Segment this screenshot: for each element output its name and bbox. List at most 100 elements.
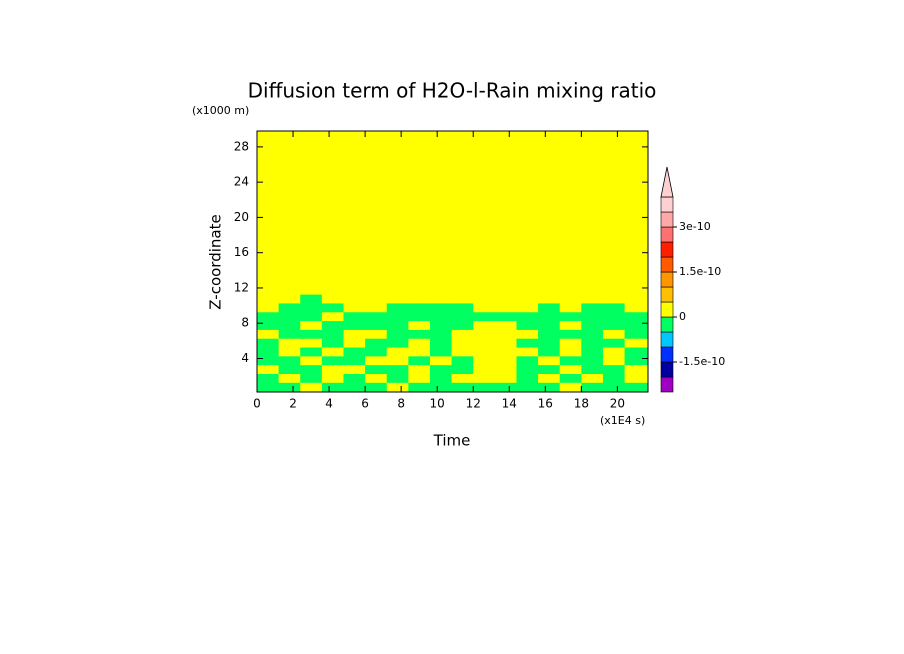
- contour-cell: [429, 155, 453, 196]
- contour-cell: [257, 195, 280, 240]
- contour-cell: [516, 131, 539, 157]
- contour-cell: [473, 239, 496, 277]
- contour-cell: [473, 311, 496, 322]
- contour-cell: [624, 131, 649, 157]
- contour-cell: [538, 364, 561, 374]
- contour-cell: [494, 320, 517, 330]
- contour-cell: [516, 382, 539, 393]
- contour-cell: [581, 338, 604, 348]
- contour-cell: [429, 373, 453, 383]
- contour-cell: [538, 239, 561, 277]
- contour-cell: [365, 373, 388, 383]
- contour-cell: [386, 329, 409, 339]
- contour-cell: [473, 195, 496, 240]
- contour-cell: [429, 338, 453, 348]
- colorbar-box: [660, 316, 674, 333]
- contour-cell: [581, 294, 604, 304]
- contour-cell: [343, 373, 366, 383]
- contour-cell: [473, 329, 496, 339]
- contour-cell: [343, 382, 366, 393]
- contour-cell: [429, 302, 453, 313]
- contour-cell: [321, 131, 344, 157]
- contour-cell: [300, 302, 323, 313]
- y-axis-label: Z-coordinate: [207, 214, 225, 309]
- contour-cell: [602, 373, 626, 383]
- contour-cell: [581, 373, 604, 383]
- contour-cell: [494, 373, 517, 383]
- contour-cell: [516, 155, 539, 196]
- contour-cell: [602, 355, 626, 366]
- contour-cell: [602, 131, 626, 157]
- contour-cell: [624, 373, 649, 383]
- x-tick-label: 0: [253, 397, 261, 411]
- contour-cell: [516, 338, 539, 348]
- contour-cell: [408, 302, 431, 313]
- x-tick-label: 2: [289, 397, 297, 411]
- contour-cell: [538, 275, 561, 295]
- contour-cell: [538, 195, 561, 240]
- contour-cell: [321, 382, 344, 393]
- contour-cell: [581, 131, 604, 157]
- contour-cell: [386, 131, 409, 157]
- contour-cell: [538, 155, 561, 196]
- contour-cell: [429, 320, 453, 330]
- contour-cell: [516, 195, 539, 240]
- contour-cell: [429, 239, 453, 277]
- contour-cell: [386, 311, 409, 322]
- contour-cell: [516, 355, 539, 366]
- contour-cell: [321, 347, 344, 357]
- contour-cell: [408, 320, 431, 330]
- contour-cell: [538, 329, 561, 339]
- contour-cell: [581, 195, 604, 240]
- contour-cell: [343, 347, 366, 357]
- contour-cell: [516, 364, 539, 374]
- contour-cell: [408, 347, 431, 357]
- contour-cell: [365, 275, 388, 295]
- contour-cell: [451, 275, 474, 295]
- contour-cell: [473, 364, 496, 374]
- contour-cell: [516, 302, 539, 313]
- contour-cell: [300, 347, 323, 357]
- contour-cell: [451, 320, 474, 330]
- contour-cell: [624, 294, 649, 304]
- contour-cell: [602, 382, 626, 393]
- contour-cell: [602, 364, 626, 374]
- x-tick-label: 10: [430, 397, 445, 411]
- contour-cell: [494, 155, 517, 196]
- contour-cell: [624, 302, 649, 313]
- x-tick-label: 6: [361, 397, 369, 411]
- contour-cell: [494, 355, 517, 366]
- contour-cell: [278, 364, 301, 374]
- x-axis-label: Time: [433, 432, 471, 450]
- colorbar-box: [660, 226, 674, 243]
- contour-cell: [581, 320, 604, 330]
- contour-cell: [365, 239, 388, 277]
- contour-cell: [624, 195, 649, 240]
- contour-cell: [278, 131, 301, 157]
- contour-cell: [602, 275, 626, 295]
- y-tick-label: 8: [241, 316, 249, 330]
- contour-cell: [321, 239, 344, 277]
- contour-cell: [278, 294, 301, 304]
- contour-cell: [300, 382, 323, 393]
- contour-cell: [257, 329, 280, 339]
- contour-cell: [581, 239, 604, 277]
- contour-cell: [278, 355, 301, 366]
- colorbar-box: [660, 196, 674, 213]
- contour-cell: [365, 155, 388, 196]
- contour-cell: [451, 329, 474, 339]
- contour-cell: [451, 131, 474, 157]
- y-tick-label: 28: [234, 139, 249, 153]
- contour-cell: [559, 311, 582, 322]
- contour-cell: [581, 302, 604, 313]
- contour-cell: [408, 294, 431, 304]
- contour-cell: [473, 347, 496, 357]
- contour-cell: [278, 329, 301, 339]
- contour-cell: [300, 338, 323, 348]
- contour-cell: [451, 155, 474, 196]
- contour-cell: [300, 155, 323, 196]
- contour-cell: [257, 347, 280, 357]
- contour-cell: [300, 364, 323, 374]
- contour-cell: [559, 195, 582, 240]
- contour-cell: [473, 275, 496, 295]
